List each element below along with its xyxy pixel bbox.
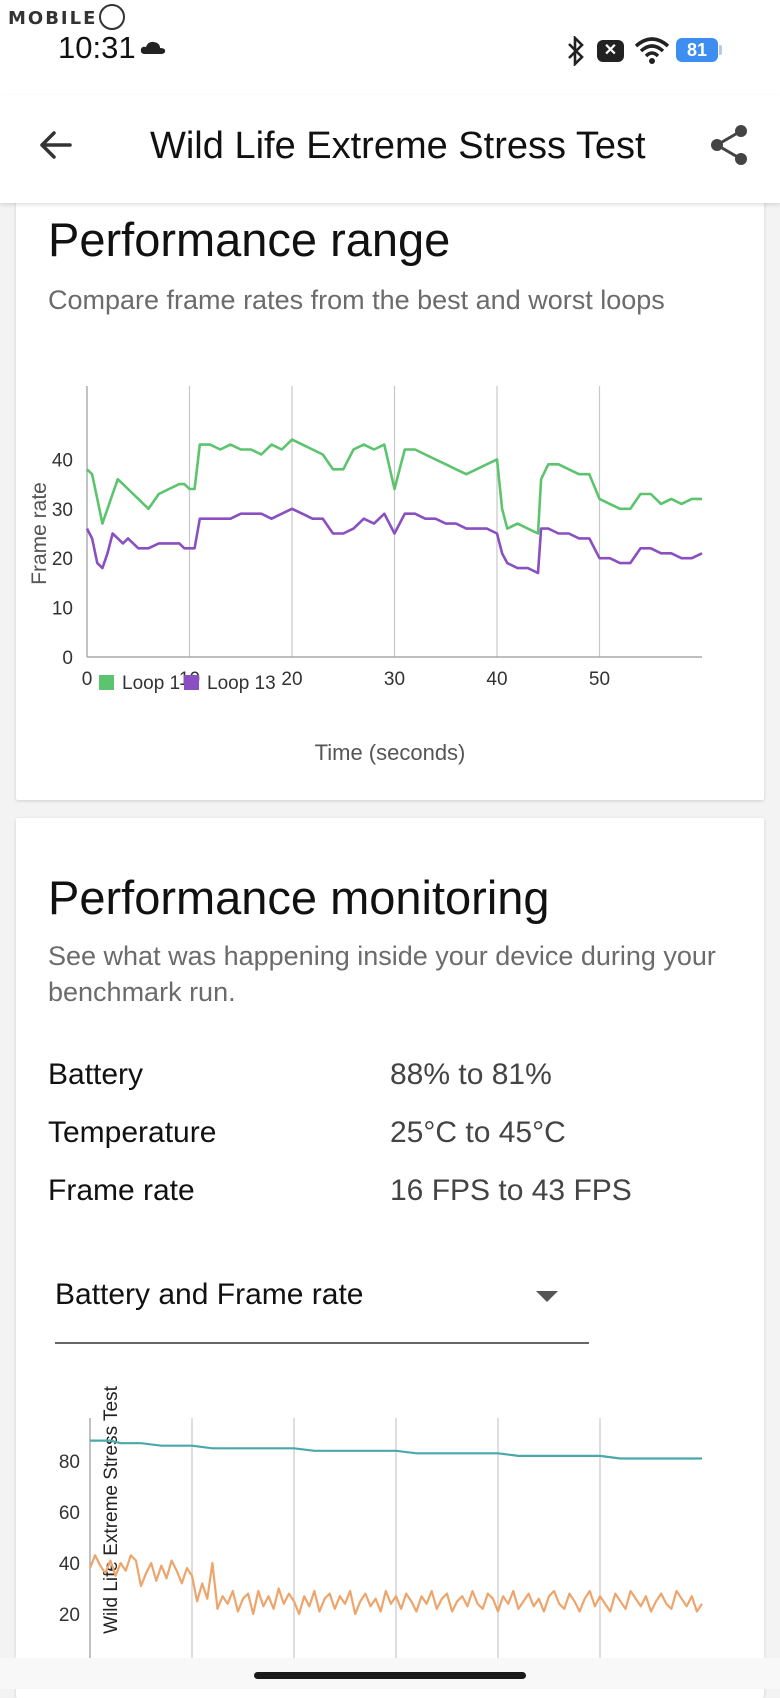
y-tick-label: 40 <box>52 450 73 471</box>
wifi-icon <box>634 37 670 64</box>
watermark-face-icon <box>99 4 126 30</box>
app-bar: Wild Life Extreme Stress Test <box>0 95 780 203</box>
bluetooth-icon <box>568 36 584 66</box>
dropdown-arrow-icon[interactable] <box>536 1291 558 1302</box>
dropdown-selected-value[interactable]: Battery and Frame rate <box>55 1278 364 1311</box>
y-tick-label: 10 <box>52 599 73 620</box>
series-line-loop-1 <box>86 438 702 535</box>
performance-monitoring-card: Performance monitoring See what was happ… <box>16 818 764 1698</box>
performance-range-title: Performance range <box>48 213 451 266</box>
page-title: Wild Life Extreme Stress Test <box>150 125 646 167</box>
dropdown-underline <box>55 1342 589 1344</box>
cloud-icon <box>140 41 166 54</box>
performance-range-subtitle: Compare frame rates from the best and wo… <box>48 285 665 315</box>
back-arrow-icon[interactable] <box>36 125 76 165</box>
x-tick-label: 50 <box>589 669 610 690</box>
stat-value-battery: 88% to 81% <box>390 1058 552 1091</box>
x-tick-label: 30 <box>384 669 405 690</box>
y-tick-label: 30 <box>52 500 73 521</box>
stat-label-frame-rate: Frame rate <box>48 1174 195 1207</box>
legend-swatch-loop1 <box>99 675 114 690</box>
watermark-logo: MOBILE <box>8 4 126 32</box>
status-time: 10:31 <box>58 30 136 65</box>
status-bar: MOBILE 10:31 ✕ 81 <box>0 0 780 95</box>
performance-range-card: Performance range Compare frame rates fr… <box>16 196 764 800</box>
performance-monitoring-subtitle: See what was happening inside your devic… <box>48 941 716 1007</box>
battery-icon: 81 <box>676 38 718 62</box>
y-tick-label: 20 <box>52 549 73 570</box>
series-line-loop-13 <box>85 507 703 575</box>
stat-label-temperature: Temperature <box>48 1116 217 1149</box>
x-tick-label: 20 <box>281 669 302 690</box>
chart-x-axis-label: Time (seconds) <box>314 740 466 765</box>
share-icon[interactable] <box>708 123 750 167</box>
x-tick-label: 40 <box>486 669 507 690</box>
legend-label-loop1: Loop 1 <box>122 673 180 694</box>
x-icon: ✕ <box>597 40 624 62</box>
chart-y-axis-label: Frame rate <box>28 482 51 585</box>
home-gesture-handle[interactable] <box>254 1672 526 1679</box>
battery-tip <box>719 45 722 55</box>
stat-value-temperature: 25°C to 45°C <box>390 1116 566 1149</box>
watermark-text: MOBILE <box>8 8 98 29</box>
x-tick-label: 0 <box>82 669 93 690</box>
legend-swatch-loop13 <box>184 675 199 690</box>
performance-monitoring-title: Performance monitoring <box>48 871 550 924</box>
stat-value-frame-rate: 16 FPS to 43 FPS <box>390 1174 632 1207</box>
y-tick-label: 0 <box>62 648 73 669</box>
legend-label-loop13: Loop 13 <box>207 673 276 694</box>
stat-label-battery: Battery <box>48 1058 144 1091</box>
